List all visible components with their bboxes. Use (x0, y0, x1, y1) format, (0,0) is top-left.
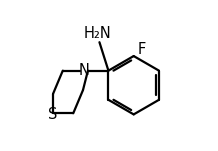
Text: H₂N: H₂N (84, 26, 112, 42)
Text: S: S (48, 106, 57, 122)
Text: F: F (138, 42, 146, 57)
Text: N: N (78, 63, 89, 78)
